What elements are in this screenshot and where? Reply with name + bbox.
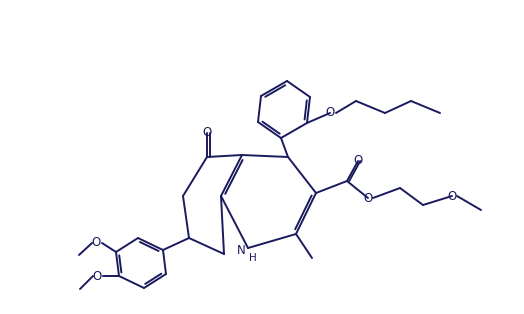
Text: O: O — [202, 126, 212, 138]
Text: O: O — [363, 192, 373, 204]
Text: H: H — [249, 253, 257, 263]
Text: O: O — [447, 190, 456, 203]
Text: O: O — [325, 106, 335, 120]
Text: O: O — [92, 269, 102, 283]
Text: O: O — [353, 154, 363, 167]
Text: O: O — [91, 236, 101, 250]
Text: N: N — [237, 243, 245, 257]
